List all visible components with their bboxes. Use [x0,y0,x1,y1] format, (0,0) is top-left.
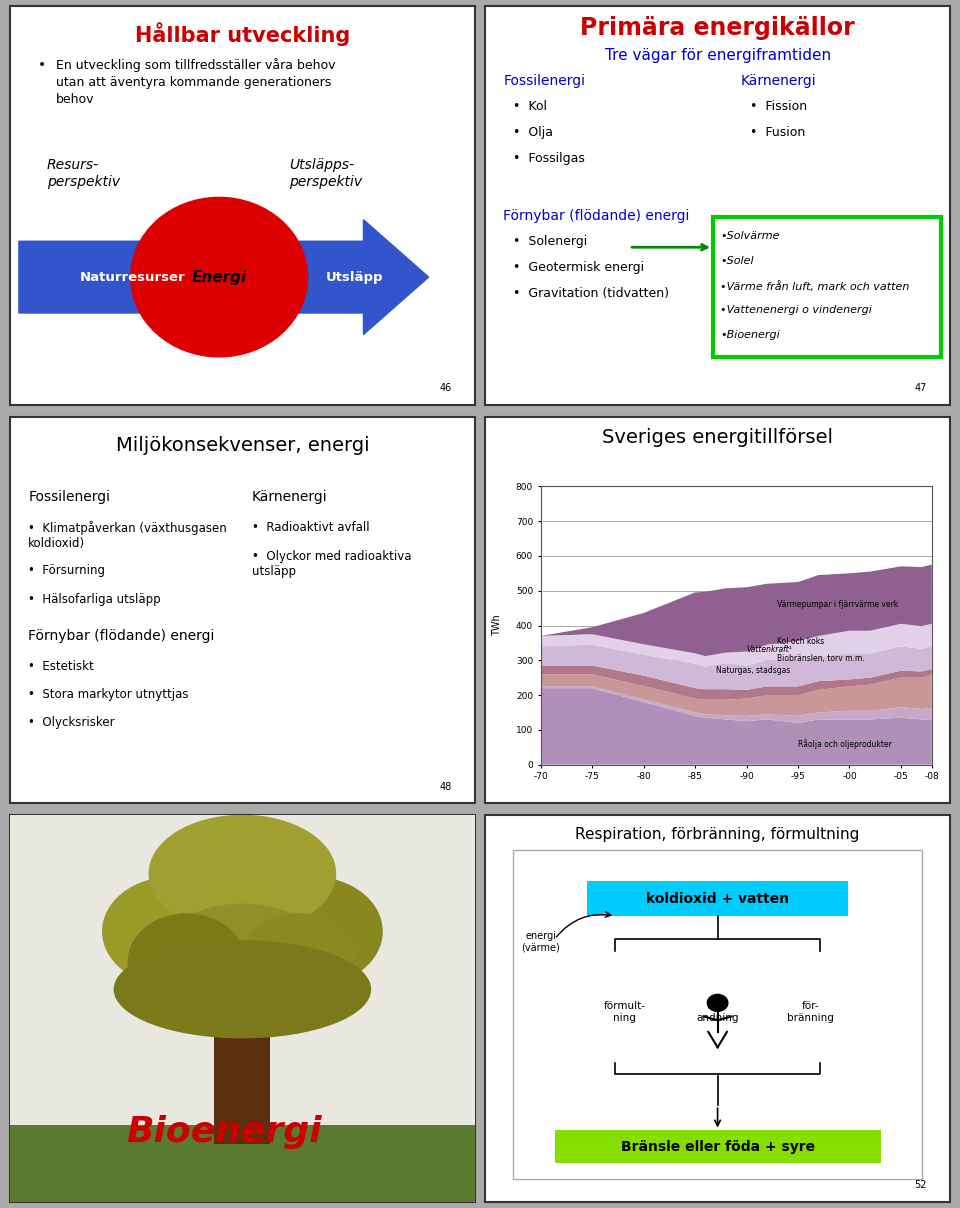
Text: •  Geotermisk energi: • Geotermisk energi [513,261,644,274]
Ellipse shape [131,197,307,356]
Text: •Värme från luft, mark och vatten: •Värme från luft, mark och vatten [720,280,909,291]
Text: Biobränslen, torv m.m.: Biobränslen, torv m.m. [778,654,865,663]
Ellipse shape [242,877,382,986]
Text: Sveriges energitillförsel: Sveriges energitillförsel [602,429,833,447]
FancyBboxPatch shape [485,815,950,1202]
Text: Bioenergi: Bioenergi [126,1115,322,1149]
Text: •  Olyckor med radioaktiva
utsläpp: • Olyckor med radioaktiva utsläpp [252,550,411,579]
FancyBboxPatch shape [713,217,941,356]
Text: energi
(värme): energi (värme) [521,931,560,953]
FancyBboxPatch shape [10,6,475,405]
Text: Förnybar (flödande) energi: Förnybar (flödande) energi [28,629,215,644]
Circle shape [708,994,728,1011]
Text: 52: 52 [915,1180,927,1190]
Text: •  Estetiskt: • Estetiskt [28,661,94,673]
Text: •  Fossilgas: • Fossilgas [513,151,585,164]
Text: cell-
andning: cell- andning [696,1001,739,1022]
Text: •  Stora markytor utnyttjas: • Stora markytor utnyttjas [28,689,189,701]
FancyBboxPatch shape [588,881,848,916]
Text: Värmepumpar i fjärrvärme verk: Värmepumpar i fjärrvärme verk [778,600,899,609]
Text: 47: 47 [915,383,927,393]
Ellipse shape [137,850,348,997]
Text: Utsläpps-
perspektiv: Utsläpps- perspektiv [289,157,362,188]
FancyBboxPatch shape [485,6,950,405]
Text: Kol och koks: Kol och koks [778,637,825,645]
Text: Bränsle eller föda + syre: Bränsle eller föda + syre [620,1139,815,1154]
Text: •Solel: •Solel [720,256,754,266]
Text: En utveckling som tillfredsställer våra behov
utan att äventyra kommande generat: En utveckling som tillfredsställer våra … [56,58,336,106]
Text: •  Solenergi: • Solenergi [513,236,587,249]
Text: •  Radioaktivt avfall: • Radioaktivt avfall [252,521,370,534]
Text: •Bioenergi: •Bioenergi [720,330,780,341]
Text: Primära energikällor: Primära energikällor [580,16,855,40]
Text: förmult-
ning: förmult- ning [604,1001,645,1022]
Text: Utsläpp: Utsläpp [326,271,384,284]
Text: Råolja och oljeprodukter: Råolja och oljeprodukter [798,739,892,749]
Text: Resurs-
perspektiv: Resurs- perspektiv [47,157,120,188]
Text: •  Kol: • Kol [513,100,547,112]
Ellipse shape [150,815,336,931]
Text: Fossilenergi: Fossilenergi [28,490,110,504]
Ellipse shape [154,905,331,1021]
Ellipse shape [240,914,356,1011]
Text: Naturresurser: Naturresurser [80,271,185,284]
FancyBboxPatch shape [10,417,475,803]
Text: Kärnenergi: Kärnenergi [741,74,817,88]
FancyBboxPatch shape [10,815,475,1202]
FancyBboxPatch shape [214,1009,271,1144]
Text: Förnybar (flödande) energi: Förnybar (flödande) energi [503,209,690,223]
Text: •Solvärme: •Solvärme [720,231,780,242]
Text: Kärnenergi: Kärnenergi [252,490,327,504]
FancyBboxPatch shape [10,1125,475,1202]
Text: •  Fusion: • Fusion [750,126,805,139]
Text: Naturgas, stadsgas: Naturgas, stadsgas [715,667,790,675]
FancyBboxPatch shape [513,850,923,1179]
Text: för-
bränning: för- bränning [787,1001,834,1022]
Text: •Vattenenergi o vindenergi: •Vattenenergi o vindenergi [720,306,872,315]
Text: 46: 46 [440,383,452,393]
Text: •  Olycksrisker: • Olycksrisker [28,716,115,728]
Text: Respiration, förbränning, förmultning: Respiration, förbränning, förmultning [575,827,860,842]
Text: •  Gravitation (tidvatten): • Gravitation (tidvatten) [513,288,669,300]
Y-axis label: TWh: TWh [492,615,501,637]
Text: Fossilenergi: Fossilenergi [503,74,586,88]
FancyBboxPatch shape [10,815,475,1202]
Text: •: • [37,58,46,71]
Text: 48: 48 [440,782,452,791]
Text: Vattenkraft¹: Vattenkraft¹ [747,645,792,655]
FancyBboxPatch shape [485,417,950,803]
Text: •  Fission: • Fission [750,100,807,112]
Text: Tre vägar för energiframtiden: Tre vägar för energiframtiden [605,48,830,63]
Text: •  Försurning: • Försurning [28,564,106,576]
FancyArrow shape [19,220,429,335]
Ellipse shape [114,941,371,1038]
Text: •  Klimatpåverkan (växthusgasen
koldioxid): • Klimatpåverkan (växthusgasen koldioxid… [28,521,227,550]
FancyBboxPatch shape [555,1131,880,1163]
Text: •  Olja: • Olja [513,126,553,139]
Text: •  Hälsofarliga utsläpp: • Hälsofarliga utsläpp [28,593,161,605]
Text: Hållbar utveckling: Hållbar utveckling [134,22,350,46]
Ellipse shape [103,877,242,986]
Text: koldioxid + vatten: koldioxid + vatten [646,892,789,906]
Ellipse shape [129,914,245,1011]
Text: Kärnkraft²: Kärnkraft² [767,562,809,571]
Text: Energi: Energi [191,269,247,285]
Text: Miljökonsekvenser, energi: Miljökonsekvenser, energi [115,436,370,455]
